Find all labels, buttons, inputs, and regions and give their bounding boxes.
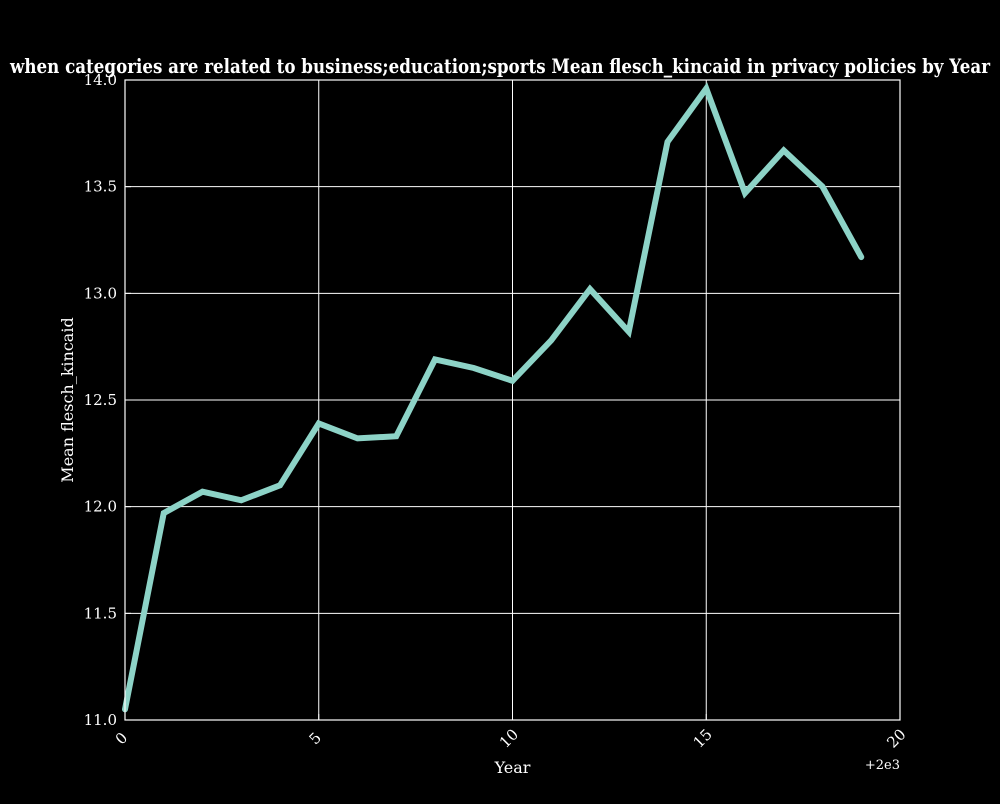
x-tick-label: 20 bbox=[883, 725, 909, 751]
axis-ticks: 0 5 10 15 20 11.0 11.5 12.0 12.5 13.0 13.5 14.0 bbox=[84, 71, 910, 752]
series-group bbox=[122, 82, 865, 713]
y-tick-label: 14.0 bbox=[84, 71, 117, 89]
y-axis-label: Mean flesch_kincaid bbox=[58, 317, 77, 482]
y-tick-label: 13.5 bbox=[84, 178, 117, 196]
chart-title: when categories are related to business;… bbox=[9, 54, 990, 78]
x-axis-label: Year bbox=[494, 758, 531, 777]
x-axis-offset-label: +2e3 bbox=[865, 758, 900, 773]
y-tick-label: 13.0 bbox=[84, 284, 117, 302]
x-tick-label: 0 bbox=[112, 729, 131, 748]
y-tick-label: 11.0 bbox=[84, 711, 117, 729]
x-tick-label: 5 bbox=[305, 729, 324, 748]
grid-lines bbox=[125, 80, 900, 720]
y-tick-label: 12.5 bbox=[84, 391, 117, 409]
x-tick-label: 15 bbox=[690, 725, 716, 751]
y-tick-label: 11.5 bbox=[84, 604, 117, 622]
series-line bbox=[122, 82, 865, 713]
x-tick-label: 10 bbox=[496, 725, 522, 751]
y-tick-label: 12.0 bbox=[84, 498, 117, 516]
